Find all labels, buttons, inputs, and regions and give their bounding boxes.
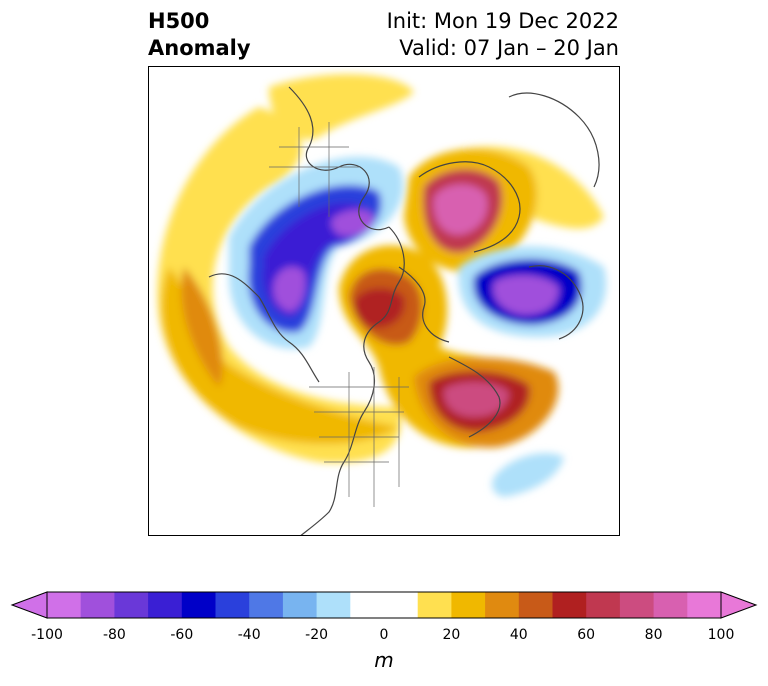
colorbar-segment xyxy=(653,592,688,618)
anomaly-yellow-north xyxy=(269,74,414,140)
colorbar-tick-label: 60 xyxy=(577,627,596,643)
colorbar-segment xyxy=(485,592,520,618)
colorbar-segment xyxy=(619,592,655,618)
colorbar-segment xyxy=(384,592,419,618)
colorbar-segment xyxy=(282,592,318,618)
coastline xyxy=(448,356,501,438)
colorbar-segment xyxy=(350,592,385,618)
colorbar-extend-low xyxy=(10,591,48,619)
colorbar-segment xyxy=(47,592,82,618)
colorbar xyxy=(10,591,758,619)
colorbar-tick-label: 40 xyxy=(509,627,528,643)
coastline xyxy=(398,266,450,343)
title-right: Init: Mon 19 Dec 2022 Valid: 07 Jan – 20… xyxy=(387,8,619,62)
colorbar-extend-high xyxy=(720,591,758,619)
colorbar-segment xyxy=(181,592,216,618)
colorbar-segment xyxy=(586,592,621,618)
valid-range: Valid: 07 Jan – 20 Jan xyxy=(399,36,619,60)
anomaly-map xyxy=(157,74,607,535)
colorbar-segment xyxy=(316,592,351,618)
title-field: Anomaly xyxy=(148,36,251,60)
colorbar-segment xyxy=(215,592,250,618)
colorbar-outline xyxy=(46,591,722,619)
title-variable: H500 xyxy=(148,9,210,33)
colorbar-segment xyxy=(518,592,553,618)
anomaly-purple-east xyxy=(493,275,559,315)
colorbar-segment xyxy=(687,592,722,618)
anomaly-pink-southeast xyxy=(443,381,509,417)
anomaly-purple-west xyxy=(273,266,306,312)
colorbar-units: m xyxy=(374,648,394,672)
coastline xyxy=(528,265,584,340)
anomaly-lightblue-south xyxy=(492,453,564,497)
anomaly-gold-west xyxy=(161,267,399,444)
anomaly-purple-northwest xyxy=(331,209,374,237)
coastline xyxy=(508,92,600,188)
init-date: Init: Mon 19 Dec 2022 xyxy=(386,9,619,33)
colorbar-segment xyxy=(417,592,452,618)
map-frame xyxy=(148,66,620,536)
colorbar-tick-label: 100 xyxy=(707,627,735,643)
coastline xyxy=(418,161,521,253)
colorbar-tick-label: 20 xyxy=(442,627,461,643)
colorbar-tick-label: -20 xyxy=(305,627,329,643)
colorbar-segment xyxy=(114,592,149,618)
colorbar-segment xyxy=(552,592,587,618)
colorbar-tick-label: 0 xyxy=(379,627,389,643)
anomaly-orange-west xyxy=(181,267,223,387)
colorbar-segment xyxy=(451,592,486,618)
colorbar-tick-label: 80 xyxy=(644,627,663,643)
anomaly-pink-northeast xyxy=(433,184,488,235)
title-left: H500 Anomaly xyxy=(148,8,251,62)
colorbar-tick-label: -100 xyxy=(31,627,63,643)
colorbar-tick-label: -80 xyxy=(102,627,126,643)
state-borders xyxy=(269,122,409,507)
colorbar-tick-label: -60 xyxy=(170,627,194,643)
colorbar-tick-label: -40 xyxy=(237,627,261,643)
colorbar-segment xyxy=(249,592,284,618)
colorbar-segment xyxy=(80,592,115,618)
coastline xyxy=(208,273,320,383)
colorbar-segment xyxy=(148,592,183,618)
